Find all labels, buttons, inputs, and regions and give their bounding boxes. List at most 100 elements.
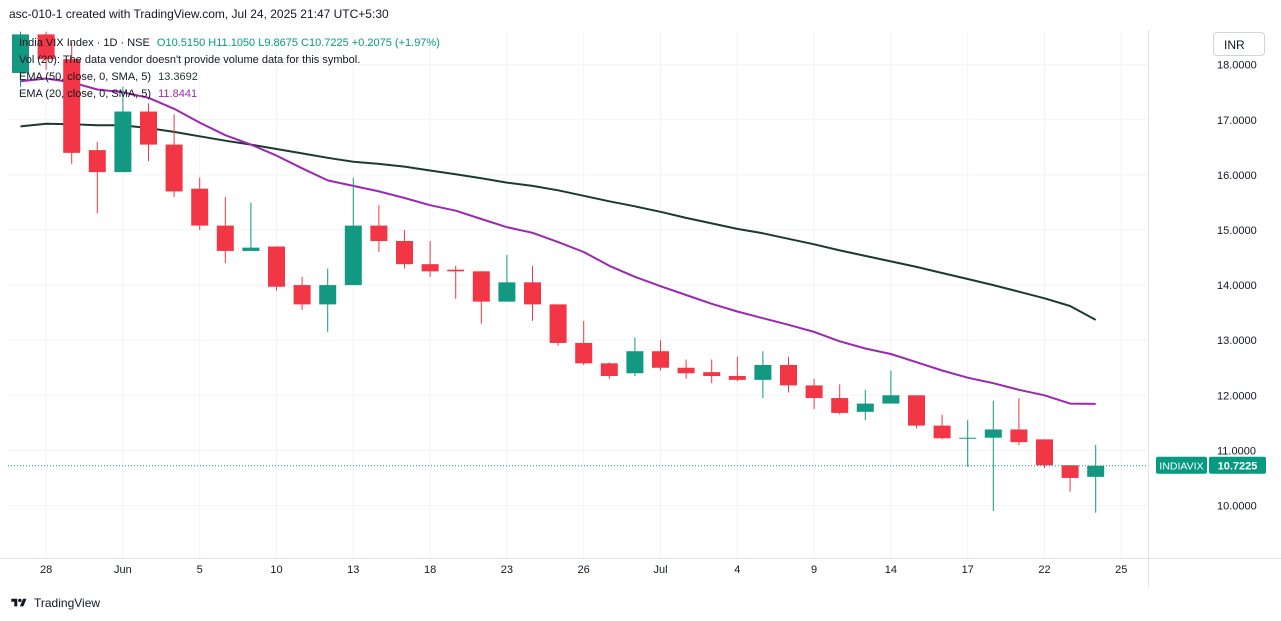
candle-body xyxy=(242,247,260,251)
candle-body xyxy=(984,429,1002,438)
candle xyxy=(600,362,618,379)
price-tick-label: 17.0000 xyxy=(1217,115,1257,127)
time-tick-label: Jul xyxy=(653,564,667,576)
ema20-line xyxy=(20,77,1096,405)
candles-group xyxy=(12,31,1105,513)
grid-lines xyxy=(0,30,1281,588)
currency-button[interactable]: INR xyxy=(1213,32,1265,56)
tradingview-logo[interactable]: TradingView xyxy=(9,596,100,610)
legend-ohlc: O10.5150 H11.1050 L9.8675 C10.7225 +0.20… xyxy=(156,37,440,49)
candle xyxy=(370,205,388,253)
legend-ema20-value: 11.8441 xyxy=(158,88,198,100)
candle-body xyxy=(882,395,900,404)
candle xyxy=(447,265,465,299)
candle xyxy=(472,271,490,324)
legend-volume-row[interactable]: Vol (20): The data vendor doesn't provid… xyxy=(19,52,440,69)
candle xyxy=(549,304,567,346)
candle-body xyxy=(344,225,362,286)
candle-body xyxy=(652,351,669,368)
candle-body xyxy=(1087,465,1105,477)
candle-body xyxy=(396,241,413,265)
legend-ema50-row[interactable]: EMA (50, close, 0, SMA, 5) 13.3692 xyxy=(19,69,440,86)
price-tick-label: 18.0000 xyxy=(1217,60,1257,72)
candle xyxy=(728,356,746,382)
time-tick-label: 10 xyxy=(270,564,282,576)
candle xyxy=(1036,439,1053,469)
candle-body xyxy=(140,111,157,145)
last-price-value: 10.7225 xyxy=(1218,461,1258,473)
candle xyxy=(1010,398,1028,445)
candle-body xyxy=(728,376,746,380)
candle xyxy=(984,400,1002,512)
price-axis: 10.0000 11.0000 12.0000 13.0000 14.0000 15.00… xyxy=(1217,60,1257,513)
last-symbol-tag xyxy=(1156,456,1207,474)
ema50-line-group xyxy=(20,122,1097,321)
candle-body xyxy=(370,225,388,242)
candle xyxy=(114,86,132,173)
chart-title: asc-010-1 created with TradingView.com, … xyxy=(9,7,389,21)
candle xyxy=(396,230,413,269)
candle-body xyxy=(1010,429,1028,443)
candle xyxy=(88,141,106,214)
top-bar: asc-010-1 created with TradingView.com, … xyxy=(0,0,1281,30)
candle xyxy=(319,268,337,332)
candle-body xyxy=(677,367,695,374)
time-tick-label: 22 xyxy=(1038,564,1050,576)
time-tick-label: 4 xyxy=(734,564,740,576)
candle-body xyxy=(1036,439,1053,466)
candle-body xyxy=(216,225,234,251)
bottom-bar: TradingView xyxy=(0,590,1281,621)
candle xyxy=(37,31,55,71)
candle xyxy=(524,265,541,321)
time-tick-label: Jun xyxy=(114,564,132,576)
last-price-line-group: INDIAVIX 10.7225 xyxy=(8,456,1266,474)
candle xyxy=(165,114,183,197)
last-price-tag xyxy=(1209,456,1266,474)
price-tick-label: 12.0000 xyxy=(1217,390,1257,402)
candle xyxy=(959,420,977,467)
candle xyxy=(677,359,695,379)
time-tick-label: 5 xyxy=(197,564,203,576)
candle xyxy=(933,414,951,440)
candle xyxy=(1087,444,1105,513)
time-tick-label: 9 xyxy=(811,564,817,576)
legend-ema20-label: EMA (20, close, 0, SMA, 5) xyxy=(19,88,152,100)
candle xyxy=(140,103,157,162)
legend-ema50-label: EMA (50, close, 0, SMA, 5) xyxy=(19,71,152,83)
time-tick-label: 23 xyxy=(501,564,513,576)
legend-ema20-row[interactable]: EMA (20, close, 0, SMA, 5) 11.8441 xyxy=(19,86,440,103)
legend-symbol-row[interactable]: India VIX Index · 1D · NSE O10.5150 H11.… xyxy=(19,35,440,52)
candle xyxy=(498,254,516,302)
candle-body xyxy=(293,285,311,305)
candle-body xyxy=(191,188,209,226)
candle xyxy=(908,395,925,429)
candle-body xyxy=(114,111,132,173)
candle-body xyxy=(959,437,977,439)
candle xyxy=(63,42,81,164)
legend: India VIX Index · 1D · NSE O10.5150 H11.… xyxy=(19,35,440,103)
candle-body xyxy=(805,385,823,399)
price-chart[interactable]: INDIAVIX 10.7225 10.0000 11.0000 12.0000 13.… xyxy=(0,30,1281,590)
candle-body xyxy=(626,351,644,374)
candle-body xyxy=(319,285,337,305)
price-tick-label: 10.0000 xyxy=(1217,501,1257,513)
candle xyxy=(856,389,874,421)
candle-body xyxy=(88,150,106,173)
time-tick-label: 14 xyxy=(885,564,897,576)
last-symbol-label: INDIAVIX xyxy=(1159,461,1203,473)
candle-body xyxy=(447,269,465,272)
candle xyxy=(1061,465,1079,492)
candle xyxy=(216,196,234,264)
candle xyxy=(652,340,669,371)
candle-body xyxy=(856,403,874,412)
legend-volume: Vol (20): The data vendor doesn't provid… xyxy=(19,54,361,66)
candle xyxy=(12,31,29,87)
candle xyxy=(575,320,593,365)
candle xyxy=(191,177,209,230)
candle xyxy=(831,384,849,415)
candle-body xyxy=(933,425,951,439)
candle xyxy=(805,378,823,410)
legend-ema50-value: 13.3692 xyxy=(158,71,198,83)
time-tick-label: 26 xyxy=(578,564,590,576)
candle-body xyxy=(754,364,772,380)
